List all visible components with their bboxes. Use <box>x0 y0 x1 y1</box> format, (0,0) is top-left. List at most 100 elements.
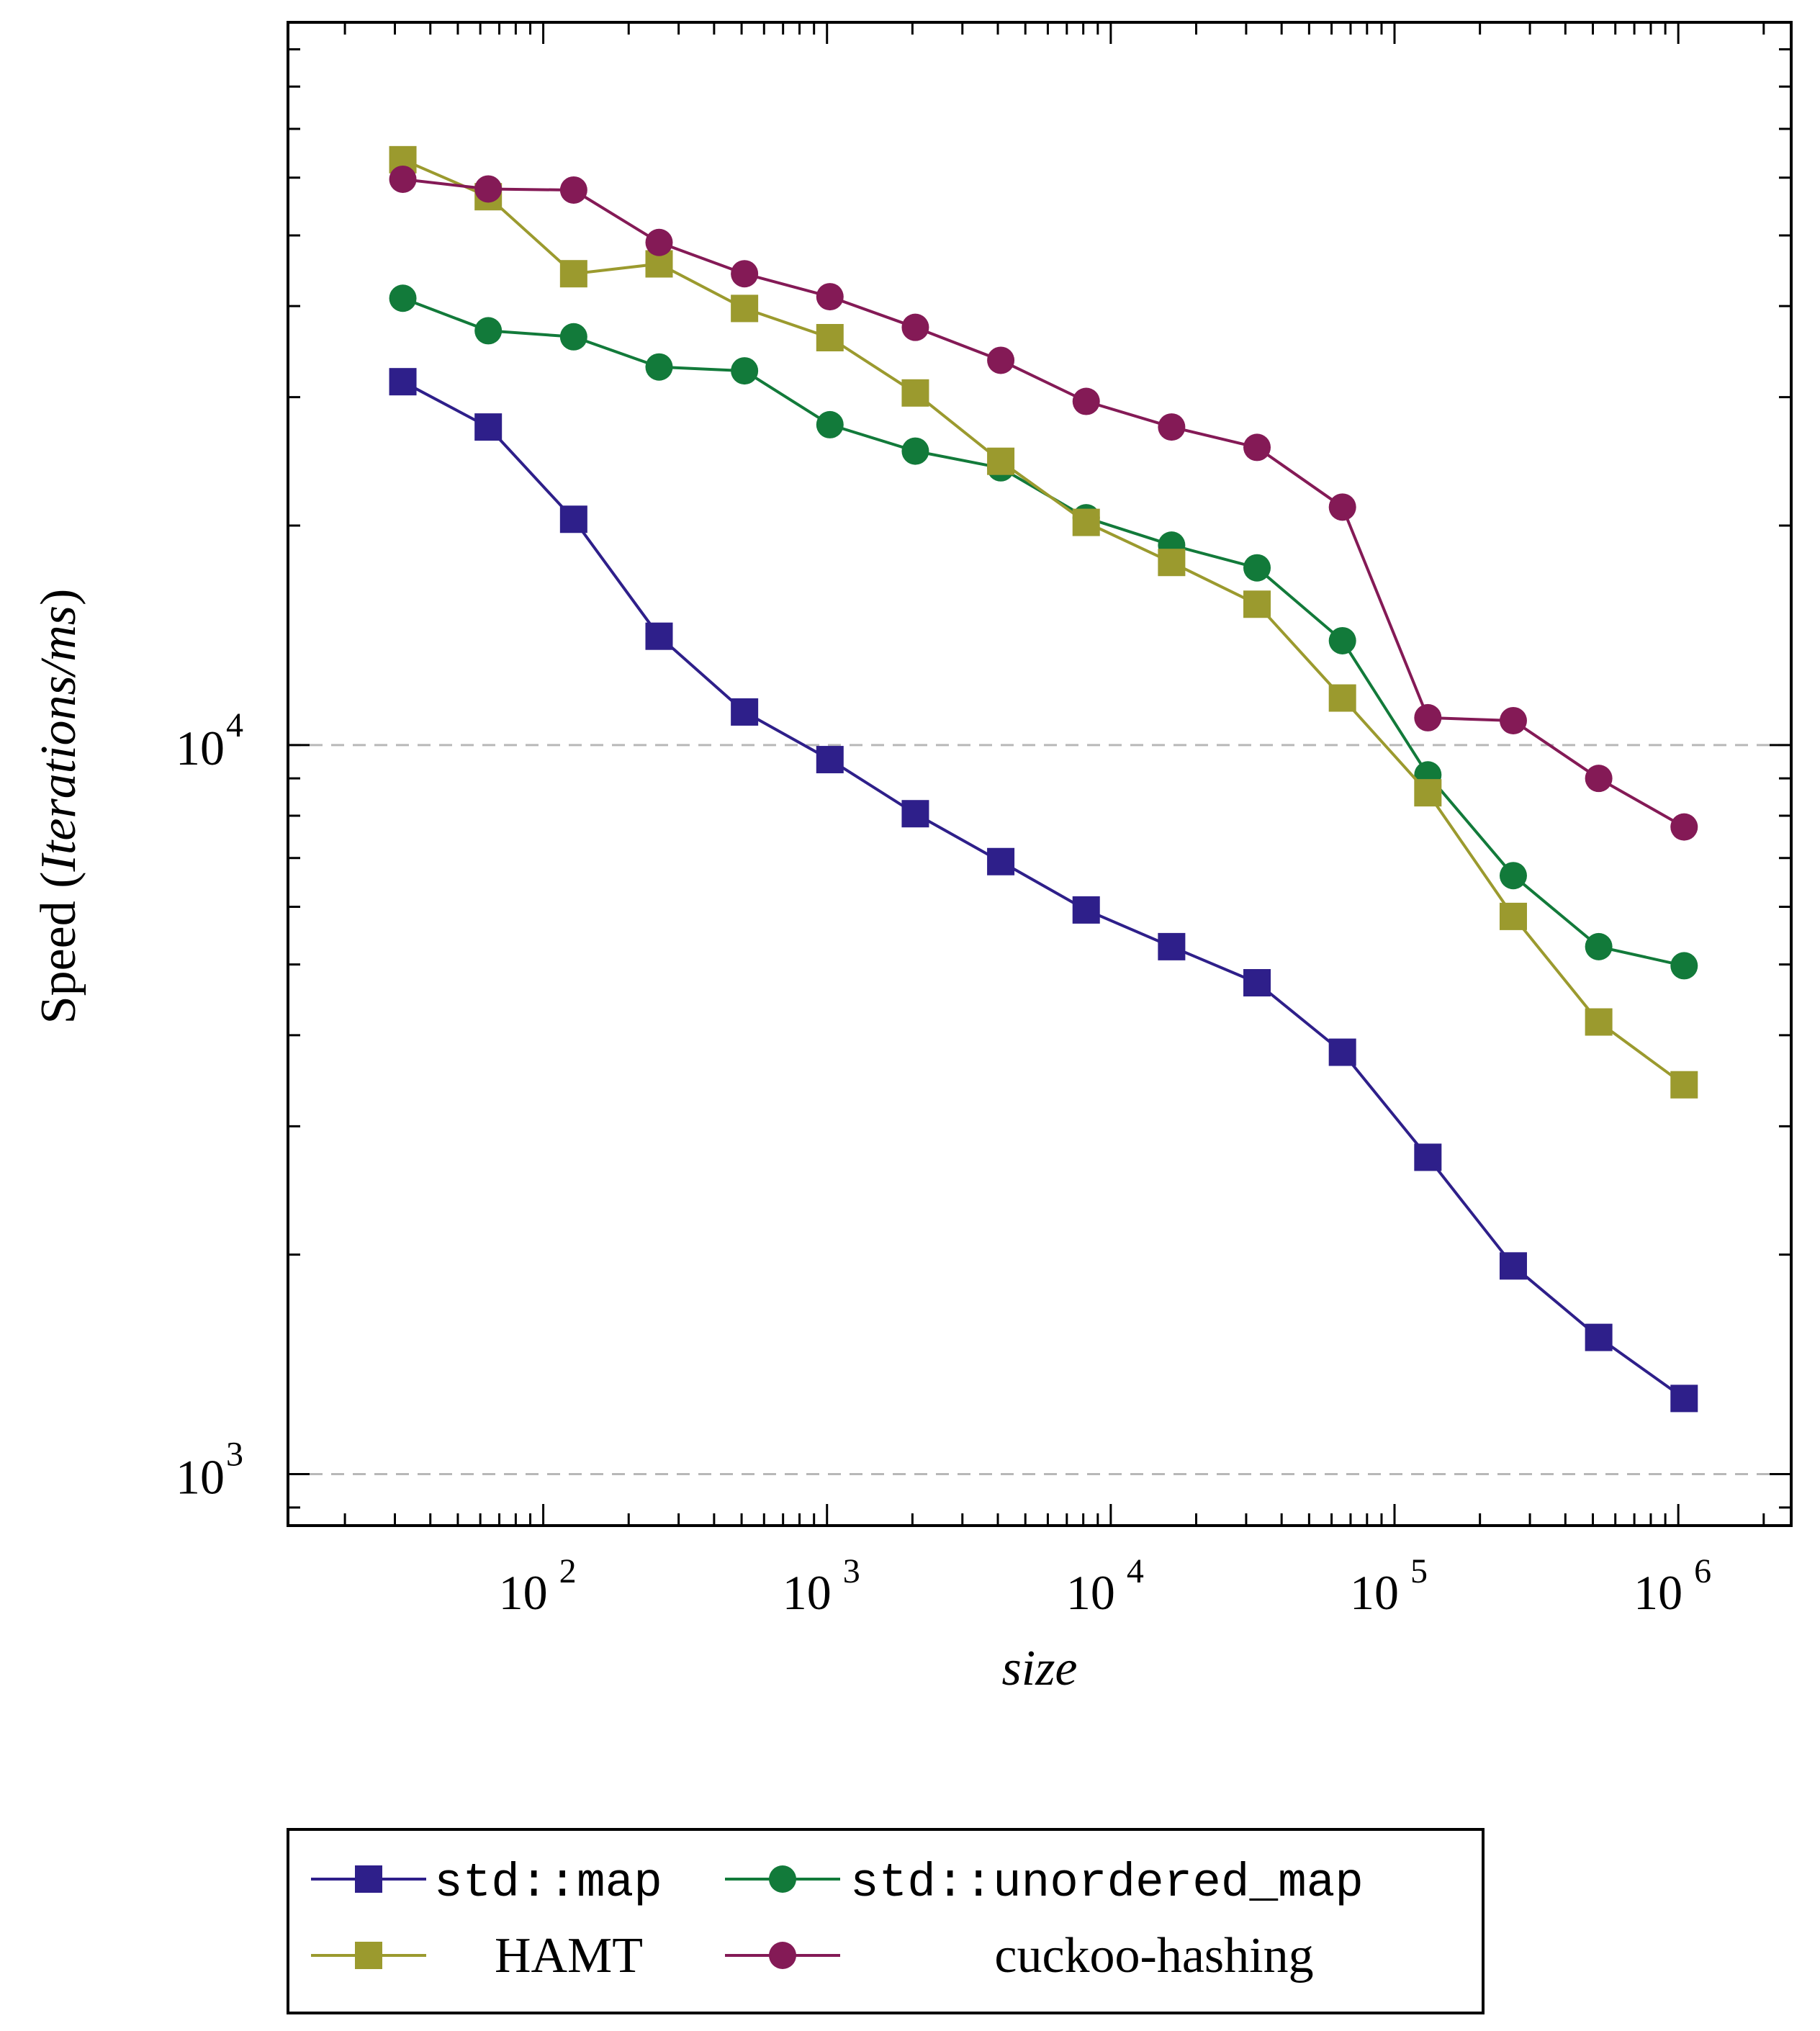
series-2-point-7 <box>987 447 1015 475</box>
series-2 <box>389 145 1698 1099</box>
series-2-point-12 <box>1414 779 1442 807</box>
series-2-point-8 <box>1072 508 1100 536</box>
x-tick-label-exp-3: 5 <box>1410 1552 1428 1590</box>
legend-label-1: std::unordered_map <box>850 1856 1364 1910</box>
y-axis-title-unit: Iterations/ms <box>31 605 86 872</box>
y-tick-label-exp-0: 3 <box>226 1436 243 1474</box>
legend-marker-1 <box>769 1865 796 1893</box>
series-2-point-6 <box>901 379 929 407</box>
series-3-point-0 <box>389 165 417 193</box>
x-tick-label-exp-0: 2 <box>559 1552 577 1590</box>
x-tick-label-4: 10 <box>1634 1565 1682 1620</box>
series-0-point-7 <box>987 847 1015 875</box>
legend-label-3: cuckoo-hashing <box>994 1928 1313 1983</box>
x-axis-title: size <box>1002 1641 1078 1696</box>
series-0-point-4 <box>731 698 759 726</box>
x-tick-label-2: 10 <box>1066 1565 1115 1620</box>
x-tick-label-1: 10 <box>783 1565 832 1620</box>
series-1-point-11 <box>1328 626 1356 654</box>
series-lines <box>389 145 1698 1413</box>
x-tick-label-exp-2: 4 <box>1127 1552 1144 1590</box>
series-3 <box>389 165 1698 841</box>
series-3-point-14 <box>1585 765 1613 793</box>
series-0-point-6 <box>901 800 929 828</box>
series-1-point-5 <box>816 410 844 438</box>
series-3-point-1 <box>474 175 503 203</box>
series-1-point-0 <box>389 284 417 312</box>
series-0-point-14 <box>1585 1323 1613 1351</box>
series-1-point-1 <box>474 317 503 345</box>
series-2-point-15 <box>1670 1071 1698 1099</box>
series-2-point-11 <box>1328 684 1356 712</box>
legend-label-2: HAMT <box>495 1928 643 1983</box>
series-1-point-13 <box>1499 862 1527 890</box>
series-2-point-13 <box>1499 902 1527 930</box>
legend-label-0: std::map <box>434 1856 662 1910</box>
series-3-point-9 <box>1158 413 1186 441</box>
series-0-point-13 <box>1499 1252 1527 1280</box>
series-1-point-15 <box>1670 952 1698 980</box>
series-0-point-10 <box>1243 969 1271 997</box>
series-3-point-15 <box>1670 813 1698 841</box>
legend-marker-2 <box>355 1942 382 1969</box>
series-2-point-2 <box>559 260 587 288</box>
y-tick-label-0: 10 <box>176 1450 225 1505</box>
series-3-point-2 <box>559 176 587 204</box>
series-3-point-5 <box>816 283 844 311</box>
series-3-point-8 <box>1072 387 1100 415</box>
series-0-point-9 <box>1158 932 1186 960</box>
series-1 <box>389 284 1698 980</box>
legend-entry-2: HAMT <box>311 1928 643 1983</box>
y-tick-label-exp-1: 4 <box>226 706 243 744</box>
series-3-point-3 <box>645 228 673 256</box>
series-line-2 <box>402 158 1685 1086</box>
series-2-point-9 <box>1158 549 1186 577</box>
series-1-point-6 <box>901 437 929 465</box>
series-3-point-12 <box>1414 703 1442 731</box>
series-0 <box>389 368 1698 1413</box>
series-3-point-4 <box>731 260 759 288</box>
x-tick-label-exp-1: 3 <box>843 1552 860 1590</box>
series-1-point-2 <box>559 323 587 351</box>
legend-frame <box>287 1828 1485 2014</box>
series-1-point-3 <box>645 353 673 381</box>
legend-marker-0 <box>355 1865 382 1893</box>
series-1-point-4 <box>731 357 759 385</box>
legend-entry-3: cuckoo-hashing <box>725 1928 1314 1983</box>
series-1-point-14 <box>1585 932 1613 960</box>
legend-entry-1: std::unordered_map <box>725 1856 1364 1910</box>
legend-entry-0: std::map <box>311 1856 662 1910</box>
series-0-point-0 <box>389 368 417 396</box>
series-3-point-6 <box>901 313 929 341</box>
series-2-point-14 <box>1585 1008 1613 1036</box>
series-0-point-8 <box>1072 896 1100 924</box>
grid-lines <box>288 744 1791 1476</box>
series-line-3 <box>402 178 1685 829</box>
series-line-1 <box>402 297 1685 968</box>
y-axis-title: Speed (Iterations/ms) <box>31 589 86 1024</box>
series-3-point-7 <box>987 346 1015 374</box>
series-0-point-11 <box>1328 1038 1356 1066</box>
series-line-0 <box>402 380 1685 1400</box>
tick-labels: 10 2 10 3 10 4 10 5 10 610 310 4 <box>176 706 1711 1620</box>
y-tick-label-1: 10 <box>176 721 225 775</box>
legend-marker-3 <box>769 1942 796 1969</box>
series-0-point-1 <box>474 413 503 441</box>
series-2-point-4 <box>731 294 759 323</box>
plot-area-frame <box>287 21 1793 1527</box>
series-0-point-3 <box>645 622 673 650</box>
series-0-point-2 <box>559 505 587 533</box>
series-2-point-10 <box>1243 590 1271 618</box>
x-tick-label-exp-4: 6 <box>1694 1552 1711 1590</box>
series-3-point-11 <box>1328 493 1356 521</box>
series-3-point-10 <box>1243 433 1271 461</box>
axis-ticks <box>288 22 1791 1526</box>
x-tick-label-3: 10 <box>1350 1565 1399 1620</box>
series-0-point-5 <box>816 746 844 774</box>
series-0-point-12 <box>1414 1143 1442 1171</box>
series-3-point-13 <box>1499 706 1527 734</box>
series-0-point-15 <box>1670 1384 1698 1413</box>
